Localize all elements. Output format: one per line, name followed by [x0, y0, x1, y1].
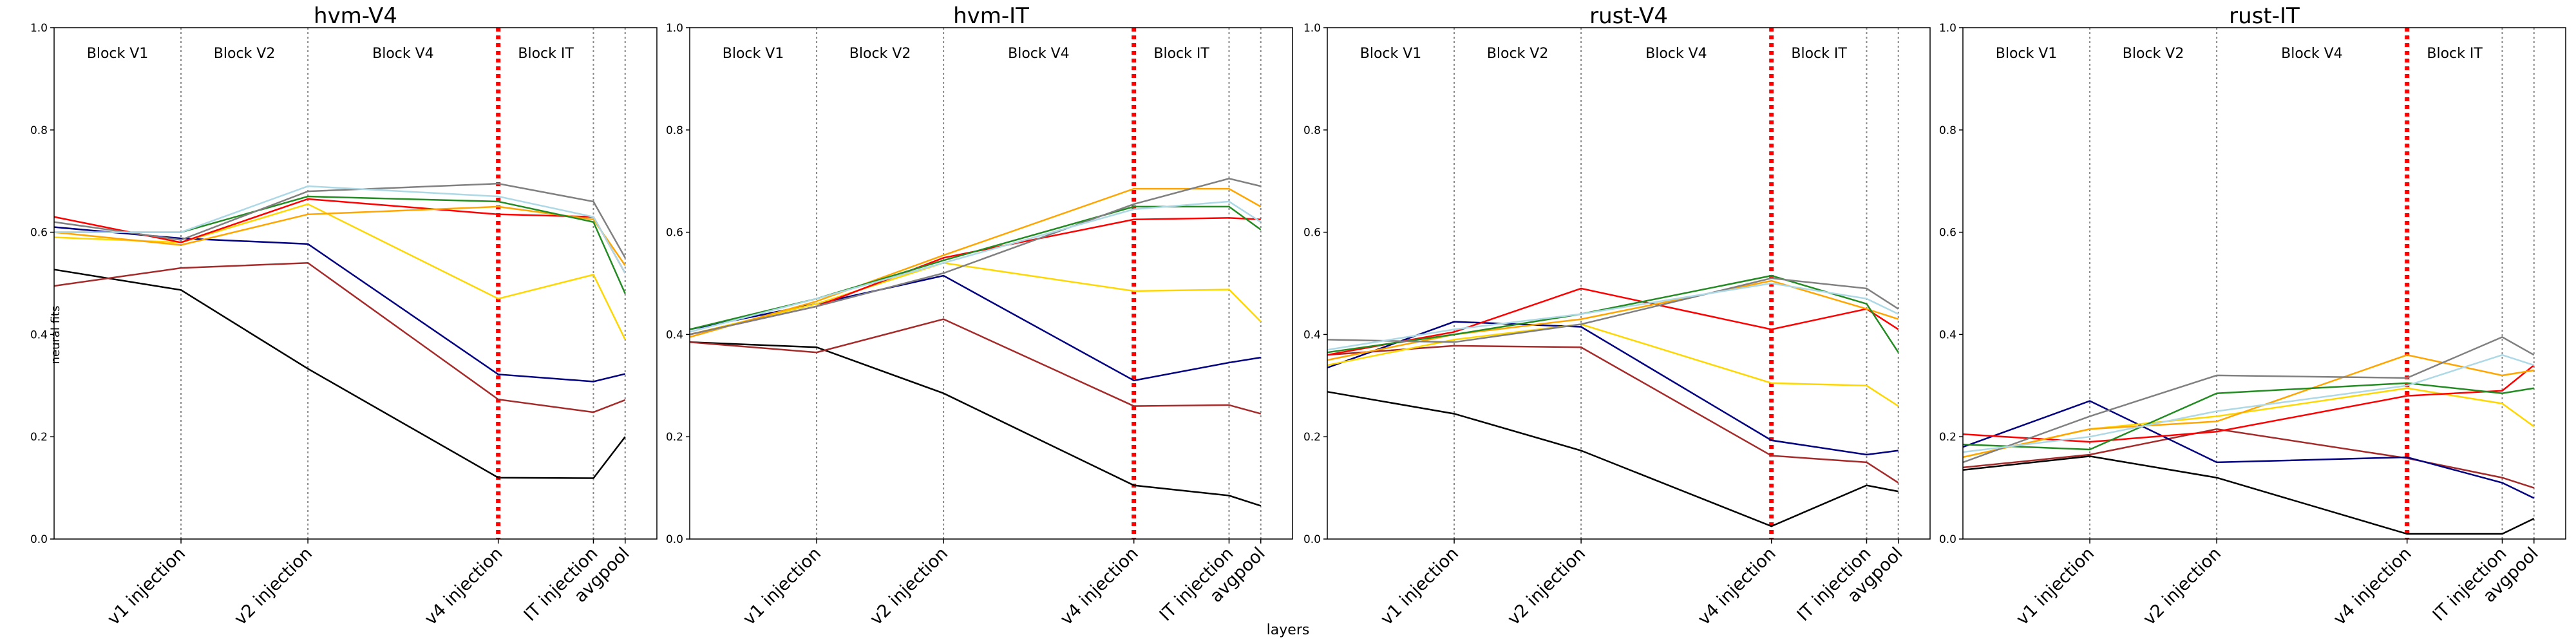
- x-tick-label: v4 injection: [421, 544, 507, 629]
- series-line: [1962, 400, 2535, 499]
- block-label: Block V1: [1360, 46, 1422, 62]
- y-tick-label: 0.4: [666, 328, 683, 341]
- series-line: [53, 203, 626, 340]
- y-tick-label: 1.0: [666, 22, 683, 35]
- y-tick-label: 0.2: [30, 431, 48, 444]
- x-tick-label: v1 injection: [104, 544, 189, 629]
- series-line: [689, 341, 1262, 507]
- x-tick-label: v2 injection: [2139, 544, 2225, 629]
- block-label: Block V2: [849, 46, 911, 62]
- series-line: [1962, 428, 2535, 489]
- series-line: [1962, 387, 2535, 459]
- x-tick-label: v1 injection: [739, 544, 825, 629]
- y-axis-label: neural fits: [49, 306, 62, 365]
- series-line: [689, 200, 1262, 333]
- series-line: [689, 261, 1262, 336]
- series-line: [1327, 321, 1899, 456]
- y-tick-label: 0.4: [1939, 328, 1956, 341]
- series-line: [689, 217, 1261, 336]
- series-line: [1962, 336, 2535, 464]
- y-tick-label: 0.0: [1303, 533, 1321, 546]
- series-line: [689, 318, 1262, 415]
- y-tick-label: 0.4: [30, 328, 48, 341]
- series-line: [1962, 365, 2535, 443]
- block-label: Block IT: [2427, 46, 2483, 62]
- y-tick-label: 0.6: [30, 227, 48, 240]
- series-line: [54, 185, 626, 274]
- x-tick-label: v4 injection: [1057, 544, 1142, 629]
- series-line: [1327, 323, 1899, 407]
- x-tick-label: v4 injection: [2330, 544, 2416, 629]
- x-tick-label: v1 injection: [1377, 544, 1463, 629]
- series-line: [53, 269, 626, 479]
- plot-frame: [1962, 27, 2566, 540]
- x-tick-label: v2 injection: [866, 544, 952, 629]
- y-tick-label: 0.8: [1939, 124, 1956, 137]
- chart-title: hvm-V4: [314, 3, 397, 29]
- y-tick-label: 0.0: [30, 533, 48, 546]
- series-line: [1962, 354, 2535, 453]
- block-label: Block IT: [1791, 46, 1847, 62]
- block-label: Block V2: [214, 46, 276, 62]
- y-tick-label: 0.2: [1939, 431, 1956, 444]
- series-line: [689, 187, 1262, 338]
- series-line: [1327, 391, 1899, 527]
- y-tick-label: 0.6: [666, 227, 683, 240]
- x-tick-label: v2 injection: [231, 544, 316, 629]
- x-tick-label: v1 injection: [2012, 544, 2098, 629]
- y-tick-label: 0.2: [1303, 431, 1321, 444]
- y-tick-label: 0.8: [666, 124, 683, 137]
- block-label: Block V4: [1645, 46, 1707, 62]
- series-line: [53, 261, 626, 413]
- y-tick-label: 0.0: [666, 533, 683, 546]
- series-line: [689, 274, 1261, 382]
- block-label: Block V4: [372, 46, 434, 62]
- y-tick-label: 0.6: [1303, 227, 1321, 240]
- y-tick-label: 1.0: [1303, 22, 1321, 35]
- block-label: Block V1: [87, 46, 149, 62]
- series-line: [1962, 455, 2535, 535]
- block-label: Block IT: [518, 46, 574, 62]
- y-tick-label: 0.0: [1939, 533, 1956, 546]
- plot-frame: [1327, 27, 1931, 540]
- y-tick-label: 1.0: [1939, 22, 1956, 35]
- block-label: Block V2: [1487, 46, 1549, 62]
- plot-frame: [689, 27, 1293, 540]
- series-line: [1327, 277, 1899, 343]
- chart-title: hvm-IT: [953, 3, 1029, 29]
- y-tick-label: 0.8: [1303, 124, 1321, 137]
- y-tick-label: 0.6: [1939, 227, 1956, 240]
- chart-title: rust-IT: [2229, 3, 2300, 29]
- series-line: [53, 182, 626, 258]
- series-line: [54, 195, 626, 294]
- block-label: Block V1: [1996, 46, 2058, 62]
- y-tick-label: 0.8: [30, 124, 48, 137]
- series-line: [1962, 382, 2534, 451]
- x-tick-label: v2 injection: [1504, 544, 1589, 629]
- series-line: [689, 177, 1262, 336]
- y-tick-label: 0.2: [666, 431, 683, 444]
- x-axis-label: layers: [1267, 622, 1310, 638]
- block-label: Block V4: [1008, 46, 1070, 62]
- x-tick-label: v4 injection: [1694, 544, 1780, 629]
- plot-frame: [53, 27, 658, 540]
- chart-title: rust-V4: [1589, 3, 1668, 29]
- block-label: Block IT: [1153, 46, 1209, 62]
- block-label: Block V4: [2281, 46, 2343, 62]
- y-tick-label: 1.0: [30, 22, 48, 35]
- series-line: [1327, 274, 1899, 354]
- block-label: Block V1: [723, 46, 784, 62]
- series-line: [1327, 345, 1899, 484]
- y-tick-label: 0.4: [1303, 328, 1321, 341]
- series-line: [53, 226, 626, 383]
- block-label: Block V2: [2123, 46, 2184, 62]
- series-line: [1327, 282, 1899, 351]
